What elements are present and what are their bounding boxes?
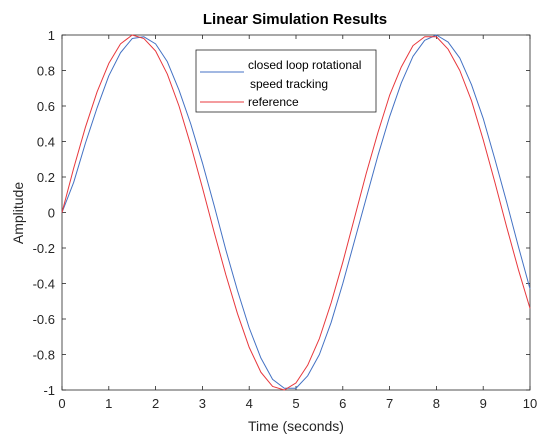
x-tick-label: 8 [433, 396, 440, 411]
axis-ticks: 0 1 2 3 4 5 6 7 8 9 10 1 0.8 0.6 0.4 0.2 0 -0.2 -0.4 -0.6 -0… [33, 28, 538, 411]
series-lines [61, 34, 531, 391]
legend-label-line-2: speed tracking [250, 77, 328, 91]
x-tick-label: 2 [152, 396, 159, 411]
x-tick-label: 9 [480, 396, 487, 411]
y-tick-label: 0.2 [37, 170, 55, 185]
x-tick-label: 6 [339, 396, 346, 411]
x-axis-label: Time (seconds) [248, 418, 344, 434]
y-axis-label: Amplitude [10, 182, 26, 244]
legend-label-line-1: closed loop rotational [248, 58, 361, 72]
chart-title: Linear Simulation Results [203, 11, 387, 28]
y-tick-label: -0.4 [33, 277, 55, 292]
legend-label-reference: reference [248, 95, 299, 109]
x-tick-label: 1 [105, 396, 112, 411]
y-tick-label: -0.8 [33, 348, 55, 363]
x-tick-label: 7 [386, 396, 393, 411]
x-tick-label: 5 [292, 396, 299, 411]
y-tick-label: 0.8 [37, 64, 55, 79]
x-tick-label: 10 [523, 396, 537, 411]
y-tick-label: -0.2 [33, 241, 55, 256]
y-tick-label: 0.6 [37, 99, 55, 114]
y-tick-label: 0 [48, 206, 55, 221]
y-tick-label: -1 [43, 383, 55, 398]
x-tick-label: 0 [58, 396, 65, 411]
legend: closed loop rotational speed tracking re… [195, 49, 377, 113]
y-tick-label: -0.6 [33, 312, 55, 327]
y-tick-label: 1 [48, 28, 55, 43]
y-tick-label: 0.4 [37, 135, 55, 150]
x-tick-label: 3 [199, 396, 206, 411]
x-tick-label: 4 [246, 396, 253, 411]
reference-line [61, 34, 531, 391]
